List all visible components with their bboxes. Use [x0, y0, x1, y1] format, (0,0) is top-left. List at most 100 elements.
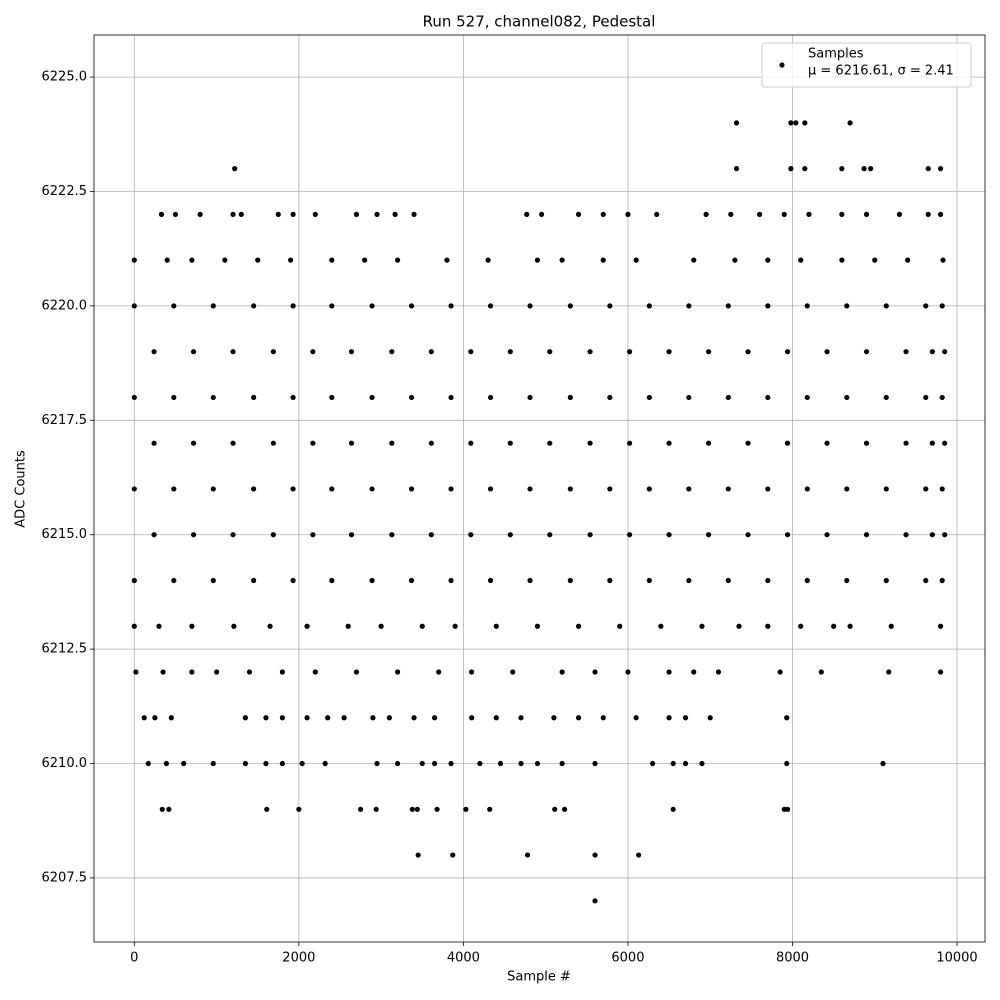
data-point: [369, 486, 375, 492]
data-point: [646, 486, 652, 492]
data-point: [159, 806, 165, 812]
chart-title: Run 527, channel082, Pedestal: [423, 13, 656, 31]
data-point: [263, 715, 269, 721]
data-point: [575, 211, 582, 217]
data-point: [765, 257, 771, 263]
data-point: [646, 303, 652, 309]
data-point: [131, 257, 137, 263]
data-point: [374, 211, 380, 217]
data-point: [863, 532, 870, 538]
data-point: [682, 760, 689, 767]
data-point: [592, 669, 598, 675]
data-point: [450, 852, 456, 858]
data-point: [607, 303, 613, 309]
data-point: [172, 211, 179, 217]
data-point: [487, 303, 494, 309]
data-point: [329, 577, 335, 584]
data-point: [386, 715, 392, 721]
data-point: [682, 715, 689, 721]
data-point: [784, 532, 791, 538]
data-point: [587, 532, 593, 538]
y-tick-label: 6215.0: [42, 527, 88, 542]
x-tick-label: 4000: [447, 951, 480, 966]
data-point: [686, 394, 692, 401]
data-point: [158, 211, 165, 217]
data-point: [607, 577, 613, 584]
data-point: [784, 806, 791, 812]
data-point: [408, 577, 415, 584]
y-tick-label: 6225.0: [42, 70, 88, 85]
data-point: [868, 166, 874, 172]
data-point: [765, 623, 771, 629]
data-point: [937, 211, 944, 217]
data-point: [190, 532, 197, 538]
data-point: [929, 440, 935, 446]
data-point: [804, 577, 810, 584]
data-point: [415, 852, 421, 858]
data-point: [626, 440, 633, 446]
data-point: [654, 211, 660, 217]
data-point: [485, 257, 491, 263]
data-point: [151, 349, 157, 355]
data-point: [290, 486, 296, 492]
data-point: [939, 303, 945, 309]
data-point: [939, 577, 945, 584]
data-point: [432, 760, 438, 767]
data-point: [940, 257, 946, 263]
data-point: [189, 623, 195, 629]
data-point: [329, 394, 335, 401]
data-point: [745, 532, 751, 538]
data-point: [210, 486, 216, 492]
data-point: [575, 715, 582, 721]
data-point: [861, 166, 867, 172]
data-point: [518, 715, 524, 721]
legend-stats: μ = 6216.61, σ = 2.41: [808, 64, 954, 79]
data-point: [839, 211, 845, 217]
data-point: [341, 715, 347, 721]
data-point: [686, 577, 692, 584]
data-point: [310, 532, 316, 538]
data-point: [189, 669, 195, 675]
data-point: [633, 715, 639, 721]
data-point: [567, 394, 573, 401]
data-point: [802, 120, 808, 126]
plot-frame: [93, 34, 986, 943]
data-point: [411, 211, 417, 217]
data-point: [312, 669, 318, 675]
x-tick-label: 2000: [282, 951, 315, 966]
data-point: [777, 669, 783, 675]
data-point: [804, 303, 810, 309]
data-point: [923, 486, 929, 492]
data-point: [448, 760, 454, 767]
data-point: [527, 303, 533, 309]
data-point: [468, 349, 474, 355]
data-point: [872, 257, 878, 263]
data-point: [524, 852, 531, 858]
data-point: [551, 715, 557, 721]
data-point: [389, 349, 395, 355]
data-point: [145, 760, 151, 767]
y-tick-label: 6210.0: [42, 756, 88, 771]
data-point: [715, 669, 722, 675]
data-point: [670, 760, 676, 767]
data-point: [428, 532, 434, 538]
data-point: [270, 440, 276, 446]
data-point: [650, 760, 656, 767]
data-point: [290, 211, 296, 217]
x-tick-label: 0: [130, 951, 138, 966]
data-point: [703, 211, 709, 217]
data-point: [806, 211, 812, 217]
data-point: [394, 669, 401, 675]
data-point: [279, 760, 286, 767]
data-point: [691, 669, 697, 675]
data-point: [527, 394, 533, 401]
data-point: [559, 760, 565, 767]
data-point: [487, 577, 494, 584]
data-point: [389, 532, 395, 538]
data-point: [883, 486, 889, 492]
data-point: [497, 760, 504, 767]
data-point: [575, 623, 582, 629]
legend-label: Samples: [808, 47, 864, 62]
